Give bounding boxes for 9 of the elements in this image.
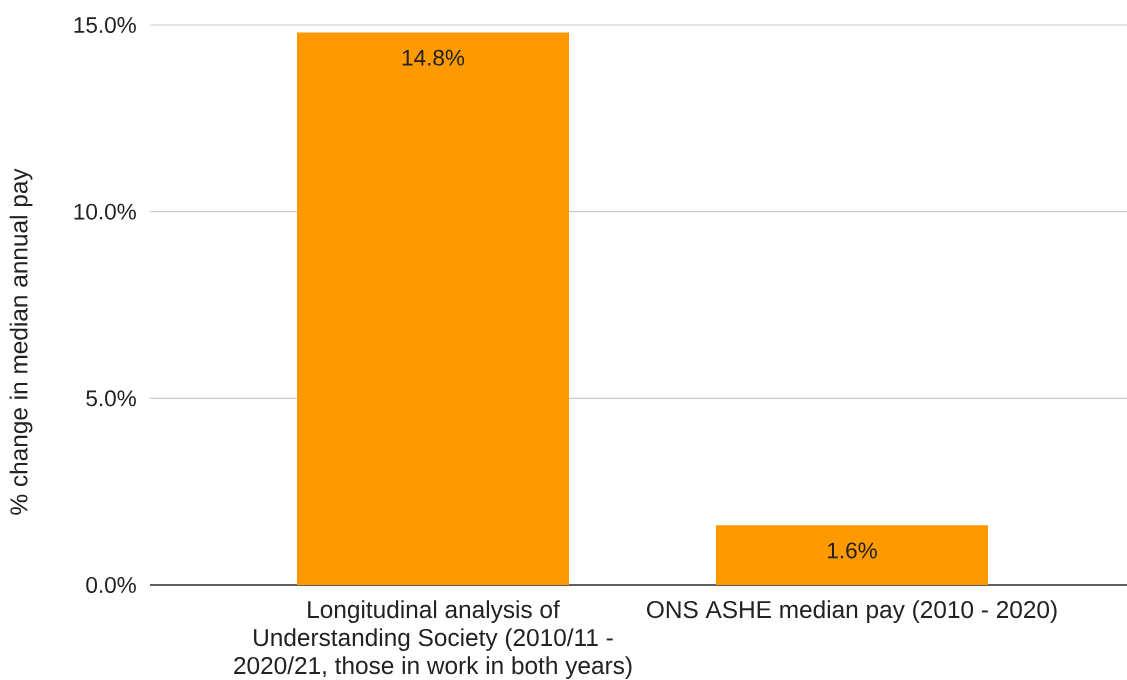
y-tick-label: 0.0% (86, 577, 136, 593)
y-tick-label: 10.0% (74, 203, 136, 220)
y-axis-title: % change in median annual pay (9, 168, 33, 515)
data-label: 14.8% (402, 49, 465, 66)
y-tick-label: 5.0% (86, 390, 136, 407)
x-tick-label: Longitudinal analysis of Understanding Society (2010/11 - 2020/21, those in work in both years) (234, 600, 632, 679)
data-label: 1.6% (828, 542, 877, 559)
x-tick-label: ONS ASHE median pay (2010 - 2020) (647, 600, 1057, 623)
y-tick-label: 15.0% (74, 17, 136, 33)
